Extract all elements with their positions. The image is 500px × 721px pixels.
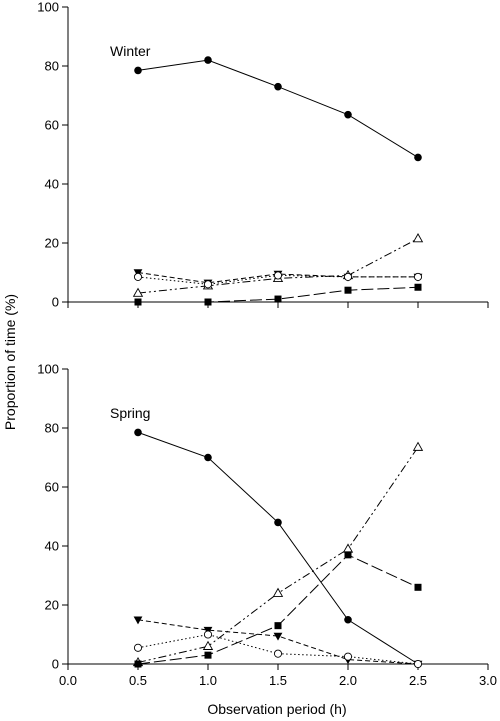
data-point-filled-circle — [134, 66, 142, 75]
panel-label: Spring — [110, 405, 150, 421]
series-line-open-triangle-up — [137, 446, 419, 663]
series-line-filled-triangle-down — [137, 272, 418, 284]
data-point-filled-triangle-down — [273, 632, 283, 641]
series-line-open-circle — [137, 633, 419, 665]
panel-label: Winter — [110, 43, 151, 59]
data-point-filled-square — [134, 660, 142, 668]
data-point-open-triangle-up — [342, 543, 354, 553]
data-point-filled-square — [274, 622, 282, 630]
y-tick-label: 80 — [45, 421, 59, 436]
x-tick-label: 2.5 — [409, 673, 427, 688]
data-point-filled-circle — [414, 153, 422, 162]
y-tick-label: 100 — [37, 0, 59, 15]
y-tick-label: 80 — [45, 59, 59, 74]
y-tick-label: 100 — [37, 362, 59, 377]
data-point-filled-square — [414, 583, 422, 591]
data-point-filled-square — [344, 551, 352, 559]
x-axis-title: Observation period (h) — [207, 701, 346, 717]
data-point-open-circle — [343, 652, 353, 661]
data-point-open-circle — [273, 271, 283, 280]
x-tick-label: 0.5 — [129, 673, 147, 688]
y-tick-label: 0 — [52, 295, 59, 310]
x-tick-label: 1.5 — [269, 673, 287, 688]
data-point-open-circle — [273, 649, 283, 658]
x-tick-label: 3.0 — [479, 673, 497, 688]
data-point-open-triangle-up — [272, 587, 284, 597]
y-axis-title: Proportion of time (%) — [2, 294, 18, 430]
series-line-filled-square — [137, 554, 419, 665]
series-line-filled-circle — [137, 431, 419, 665]
data-point-filled-circle — [344, 615, 352, 624]
data-point-filled-circle — [204, 56, 212, 64]
data-point-open-circle — [203, 630, 213, 639]
data-point-filled-square — [274, 295, 282, 303]
data-point-open-circle — [133, 272, 143, 281]
data-point-filled-square — [414, 283, 422, 291]
y-tick-label: 0 — [52, 657, 59, 672]
spring-panel: 0 20 40 60 80 100 0.0 0.5 1.0 1.5 2.0 2.5 3.0 Spring — [37, 362, 497, 689]
winter-panel: 0 20 40 60 80 100 Winter — [37, 0, 489, 310]
data-point-open-circle — [413, 659, 423, 669]
data-point-open-circle — [343, 272, 353, 281]
data-point-filled-circle — [204, 453, 212, 462]
y-tick-label: 20 — [45, 598, 59, 613]
y-tick-label: 20 — [45, 236, 59, 251]
x-tick-label: 1.0 — [199, 673, 217, 688]
data-point-filled-square — [204, 651, 212, 659]
y-tick-label: 40 — [45, 177, 59, 192]
data-point-open-circle — [203, 280, 213, 289]
data-point-open-circle — [133, 643, 143, 652]
data-point-open-triangle-up — [412, 233, 424, 243]
y-tick-label: 40 — [45, 539, 59, 554]
data-point-open-circle — [413, 272, 423, 281]
series-line-filled-circle — [137, 59, 419, 158]
series-line-open-triangle-up — [137, 238, 419, 294]
data-point-filled-square — [204, 298, 212, 306]
x-tick-label: 2.0 — [339, 673, 357, 688]
data-point-filled-square — [134, 298, 142, 306]
y-tick-label: 60 — [45, 118, 59, 133]
y-tick-label: 60 — [45, 480, 59, 495]
data-point-open-triangle-up — [202, 640, 214, 650]
series-line-filled-square — [138, 286, 419, 303]
x-tick-label: 0.0 — [59, 673, 77, 688]
data-point-filled-circle — [134, 428, 142, 437]
data-point-filled-triangle-down — [133, 616, 143, 625]
data-point-filled-square — [344, 286, 352, 294]
data-point-filled-circle — [274, 82, 282, 91]
data-point-filled-circle — [274, 518, 282, 527]
data-point-open-triangle-up — [132, 287, 144, 297]
data-point-open-triangle-up — [412, 441, 424, 451]
data-point-filled-circle — [344, 110, 352, 119]
